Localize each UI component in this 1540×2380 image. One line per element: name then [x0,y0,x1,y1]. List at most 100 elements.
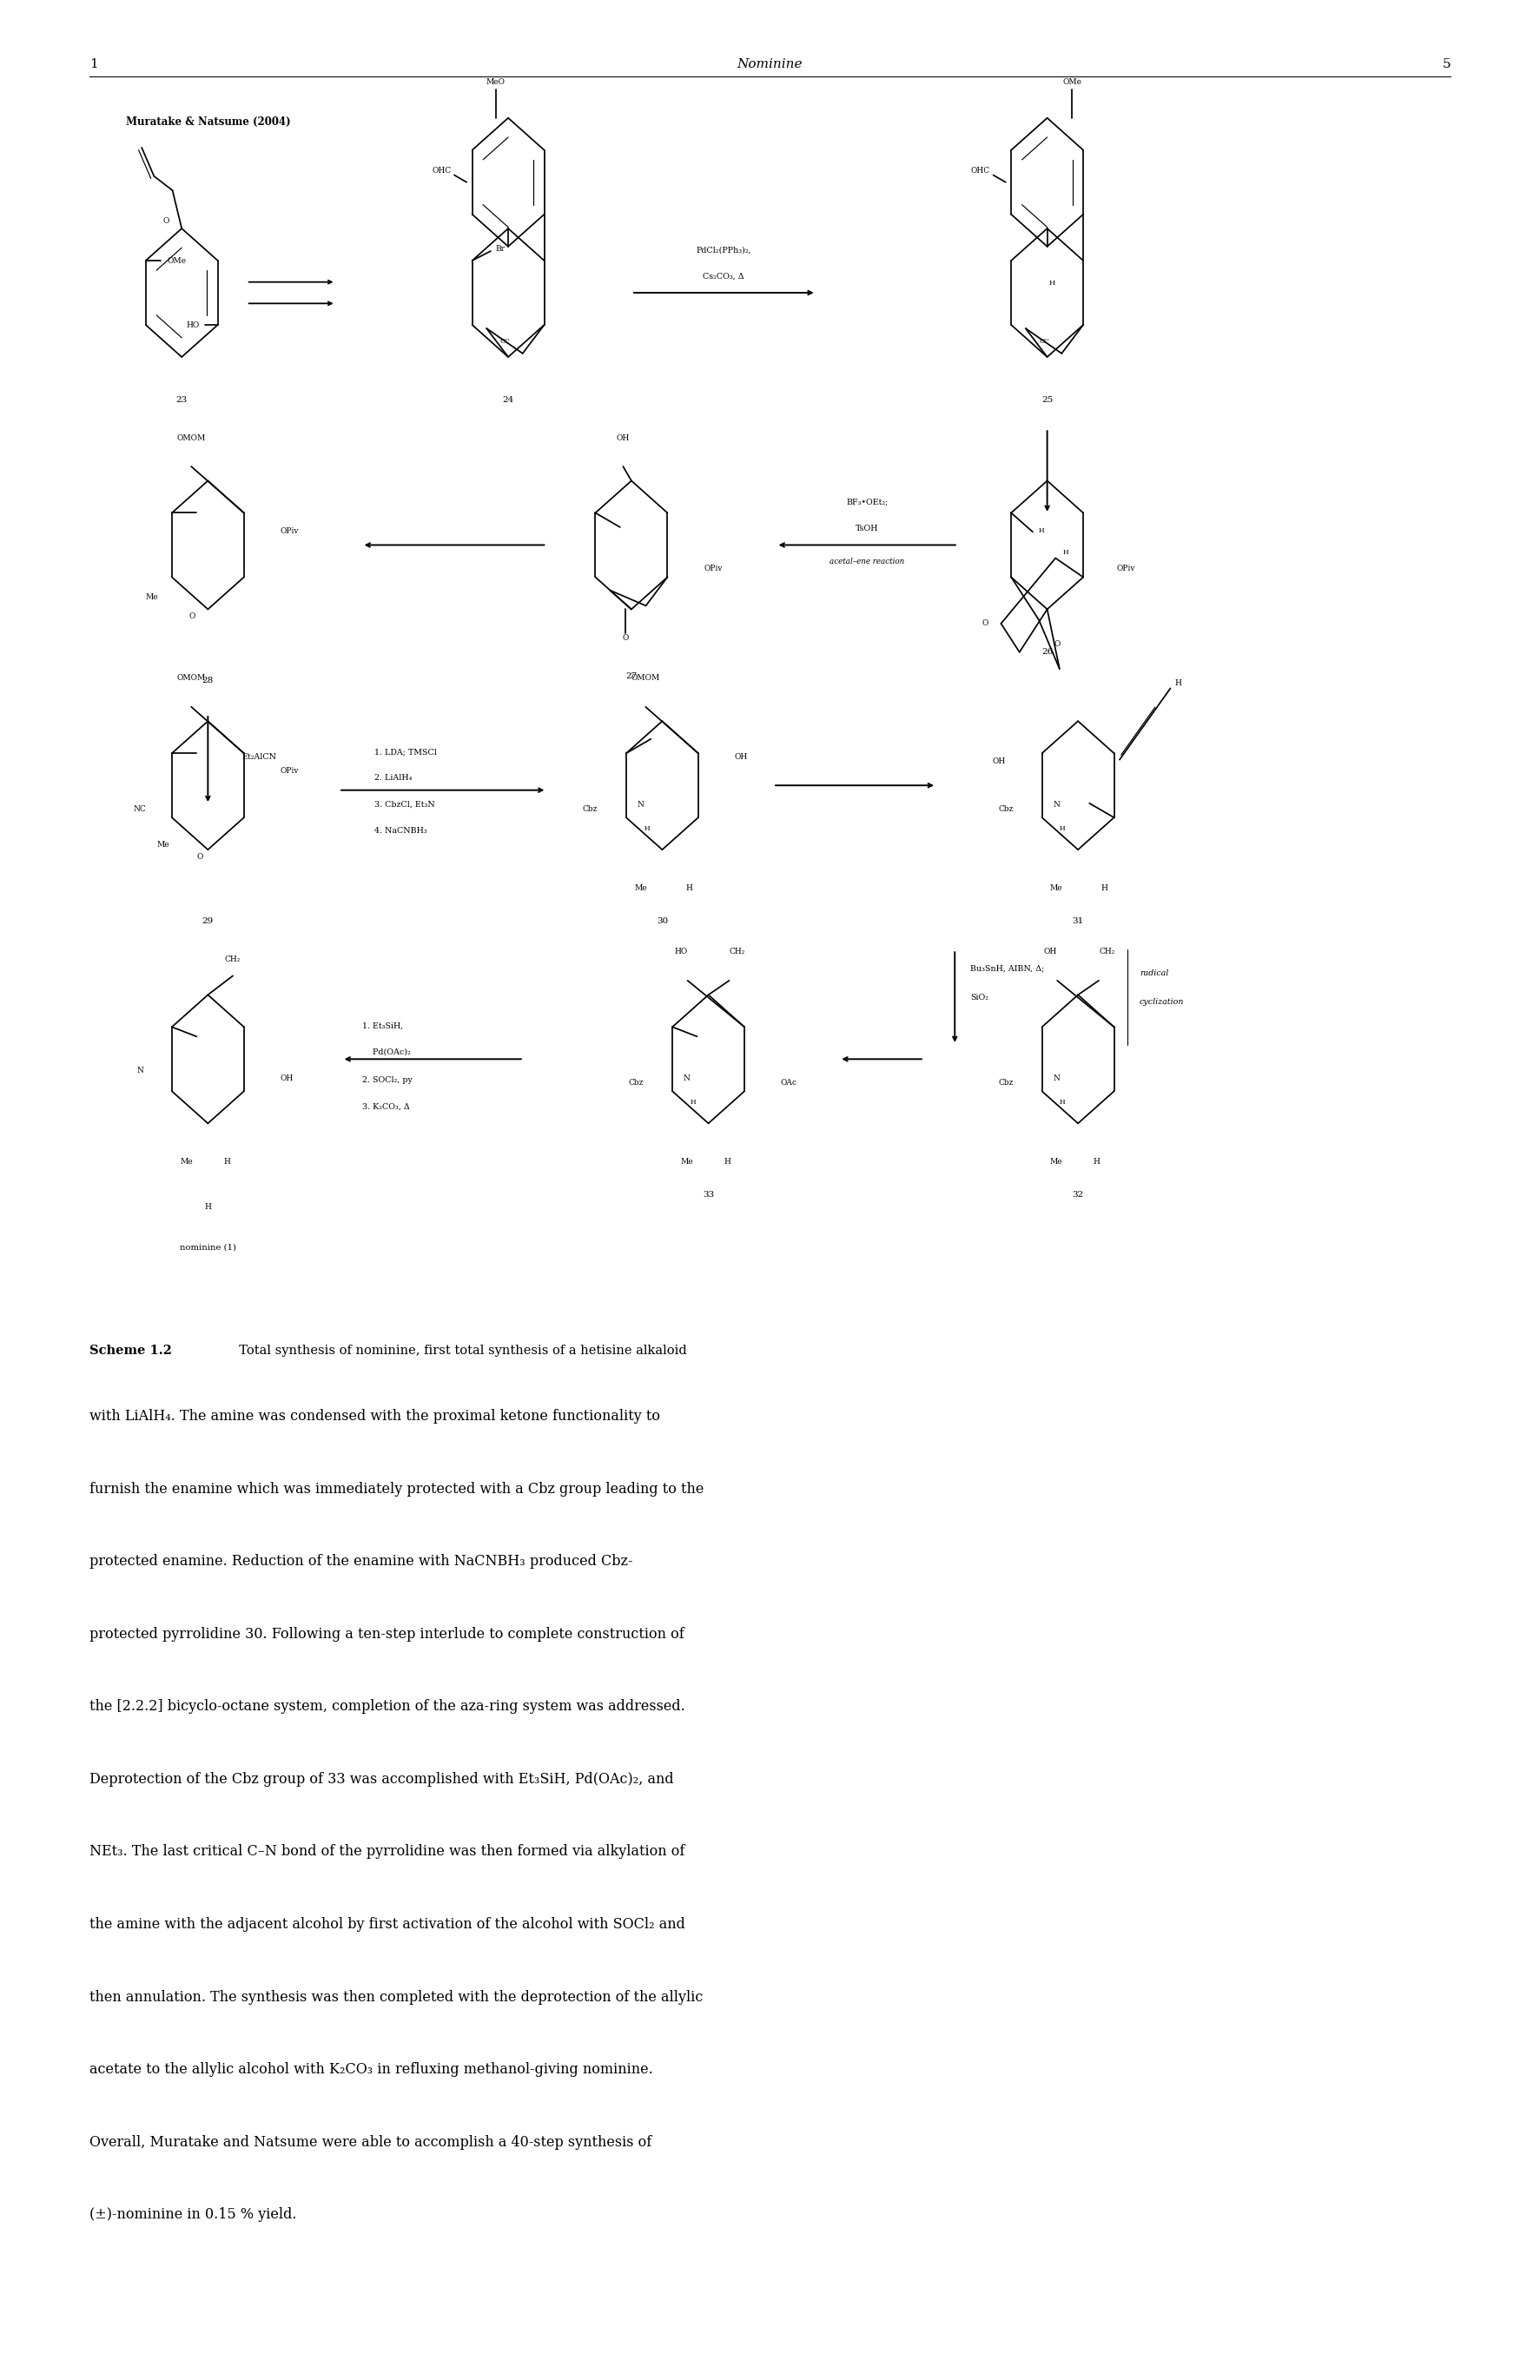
Text: H: H [690,1100,696,1104]
Text: H: H [223,1157,229,1166]
Text: nominine (1): nominine (1) [180,1242,236,1252]
Text: 29: 29 [202,916,214,926]
Text: 23: 23 [176,395,188,405]
Text: the [2.2.2] bicyclo-octane system, completion of the aza-ring system was address: the [2.2.2] bicyclo-octane system, compl… [89,1699,685,1714]
Text: 1. LDA; TMSCl: 1. LDA; TMSCl [374,747,437,757]
Text: 31: 31 [1072,916,1084,926]
Text: 1. Et₃SiH,: 1. Et₃SiH, [362,1021,403,1031]
Text: O: O [983,619,989,628]
Text: 33: 33 [702,1190,715,1200]
Text: H: H [1049,281,1055,286]
Text: O: O [189,612,196,621]
Text: 2. SOCl₂, py: 2. SOCl₂, py [362,1076,413,1085]
Text: OHC: OHC [972,167,990,174]
Text: OPiv: OPiv [280,766,299,776]
Text: Me: Me [146,593,159,602]
Text: OH: OH [616,433,630,443]
Text: 3. CbzCl, Et₃N: 3. CbzCl, Et₃N [374,800,434,809]
Text: OPiv: OPiv [280,526,299,536]
Text: OMe: OMe [1063,79,1081,86]
Text: N: N [1053,1073,1060,1083]
Text: OH: OH [992,757,1006,766]
Text: N: N [684,1073,690,1083]
Text: O: O [163,217,169,226]
Text: then annulation. The synthesis was then completed with the deprotection of the a: then annulation. The synthesis was then … [89,1990,702,2004]
Text: N: N [638,800,644,809]
Text: 4. NaCNBH₃: 4. NaCNBH₃ [374,826,427,835]
Text: 5: 5 [1443,60,1451,71]
Text: 32: 32 [1072,1190,1084,1200]
Text: H: H [685,883,691,892]
Text: H: H [1038,528,1044,533]
Text: O'': O'' [500,338,510,345]
Text: H: H [205,1202,211,1211]
Text: 27: 27 [625,671,638,681]
Text: OMOM: OMOM [177,433,206,443]
Text: Me: Me [1050,1157,1063,1166]
Text: furnish the enamine which was immediately protected with a Cbz group leading to : furnish the enamine which was immediatel… [89,1480,704,1497]
Text: (±)-nominine in 0.15 % yield.: (±)-nominine in 0.15 % yield. [89,2209,297,2223]
Text: O: O [1055,640,1061,647]
Text: Me: Me [1050,883,1063,892]
Text: N: N [1053,800,1060,809]
Text: TsOH: TsOH [856,524,878,533]
Text: H: H [1060,826,1066,831]
Text: with LiAlH₄. The amine was condensed with the proximal ketone functionality to: with LiAlH₄. The amine was condensed wit… [89,1409,661,1423]
Text: 3. K₂CO₃, Δ: 3. K₂CO₃, Δ [362,1102,410,1111]
Text: Total synthesis of nominine, first total synthesis of a hetisine alkaloid: Total synthesis of nominine, first total… [231,1345,687,1357]
Text: Nominine: Nominine [738,60,802,71]
Text: OH: OH [280,1073,294,1083]
Text: NEt₃. The last critical C–N bond of the pyrrolidine was then formed via alkylati: NEt₃. The last critical C–N bond of the … [89,1844,685,1859]
Text: 2. LiAlH₄: 2. LiAlH₄ [374,774,411,783]
Text: OMe: OMe [168,257,186,264]
Text: Br: Br [496,245,505,252]
Text: Me: Me [681,1157,693,1166]
Text: CH₂: CH₂ [225,954,240,964]
Text: 28: 28 [202,676,214,685]
Text: OAc: OAc [781,1078,798,1088]
Text: H: H [1101,883,1107,892]
Text: O: O [622,633,628,643]
Text: NC: NC [134,804,146,814]
Text: 30: 30 [656,916,668,926]
Text: Pd(OAc)₂: Pd(OAc)₂ [362,1047,410,1057]
Text: H: H [1063,550,1069,555]
Text: Deprotection of the Cbz group of 33 was accomplished with Et₃SiH, Pd(OAc)₂, and: Deprotection of the Cbz group of 33 was … [89,1773,673,1787]
Text: H: H [1093,1157,1100,1166]
Text: O'': O'' [1040,338,1049,345]
Text: Cbz: Cbz [628,1078,644,1088]
Text: SiO₂: SiO₂ [970,992,989,1002]
Text: Cbz: Cbz [998,1078,1013,1088]
Text: OH: OH [735,752,748,762]
Text: H: H [1175,681,1181,688]
Text: OPiv: OPiv [704,564,722,574]
Text: HO: HO [675,947,688,957]
Text: 1: 1 [89,60,97,71]
Text: protected pyrrolidine 30. Following a ten-step interlude to complete constructio: protected pyrrolidine 30. Following a te… [89,1628,684,1642]
Text: Et₂AlCN: Et₂AlCN [242,752,277,762]
Text: H: H [724,1157,730,1166]
Text: Cs₂CO₃, Δ: Cs₂CO₃, Δ [704,271,744,281]
Text: O: O [197,852,203,862]
Text: Me: Me [180,1157,192,1166]
Text: N: N [137,1066,143,1076]
Text: acetate to the allylic alcohol with K₂CO₃ in refluxing methanol-giving nominine.: acetate to the allylic alcohol with K₂CO… [89,2061,653,2078]
Text: H: H [1060,1100,1066,1104]
Text: Cbz: Cbz [582,804,598,814]
Text: Me: Me [634,883,647,892]
Text: 25: 25 [1041,395,1053,405]
Text: Me: Me [157,840,169,850]
Text: H: H [644,826,650,831]
Text: Bu₃SnH, AIBN, Δ;: Bu₃SnH, AIBN, Δ; [970,964,1044,973]
Text: OHC: OHC [433,167,451,174]
Text: OH: OH [1044,947,1058,957]
Text: CH₂: CH₂ [1100,947,1115,957]
Text: cyclization: cyclization [1140,997,1184,1007]
Text: BF₃•OEt₂;: BF₃•OEt₂; [845,497,889,507]
Text: MeO: MeO [487,79,505,86]
Text: radical: radical [1140,969,1169,978]
Text: OMOM: OMOM [631,674,661,683]
Text: the amine with the adjacent alcohol by first activation of the alcohol with SOCl: the amine with the adjacent alcohol by f… [89,1918,685,1933]
Text: OPiv: OPiv [1116,564,1135,574]
Text: PdCl₂(PPh₃)₂,: PdCl₂(PPh₃)₂, [696,245,752,255]
